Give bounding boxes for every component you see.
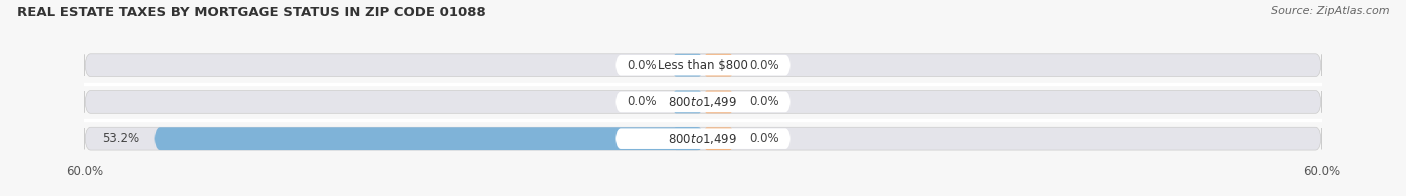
Text: 0.0%: 0.0%: [627, 59, 657, 72]
FancyBboxPatch shape: [672, 91, 703, 113]
Text: $800 to $1,499: $800 to $1,499: [668, 132, 738, 146]
FancyBboxPatch shape: [155, 127, 703, 150]
Text: $800 to $1,499: $800 to $1,499: [668, 95, 738, 109]
Text: 0.0%: 0.0%: [749, 59, 779, 72]
Text: Less than $800: Less than $800: [658, 59, 748, 72]
Text: 53.2%: 53.2%: [101, 132, 139, 145]
Text: 0.0%: 0.0%: [627, 95, 657, 108]
FancyBboxPatch shape: [84, 54, 1322, 77]
FancyBboxPatch shape: [84, 127, 1322, 150]
Text: Source: ZipAtlas.com: Source: ZipAtlas.com: [1271, 6, 1389, 16]
FancyBboxPatch shape: [84, 91, 1322, 113]
FancyBboxPatch shape: [616, 128, 790, 149]
Text: 0.0%: 0.0%: [749, 132, 779, 145]
Text: REAL ESTATE TAXES BY MORTGAGE STATUS IN ZIP CODE 01088: REAL ESTATE TAXES BY MORTGAGE STATUS IN …: [17, 6, 485, 19]
FancyBboxPatch shape: [703, 91, 734, 113]
FancyBboxPatch shape: [703, 127, 734, 150]
Text: 0.0%: 0.0%: [749, 95, 779, 108]
FancyBboxPatch shape: [616, 92, 790, 112]
FancyBboxPatch shape: [672, 54, 703, 77]
FancyBboxPatch shape: [616, 55, 790, 75]
FancyBboxPatch shape: [672, 127, 703, 150]
FancyBboxPatch shape: [703, 54, 734, 77]
